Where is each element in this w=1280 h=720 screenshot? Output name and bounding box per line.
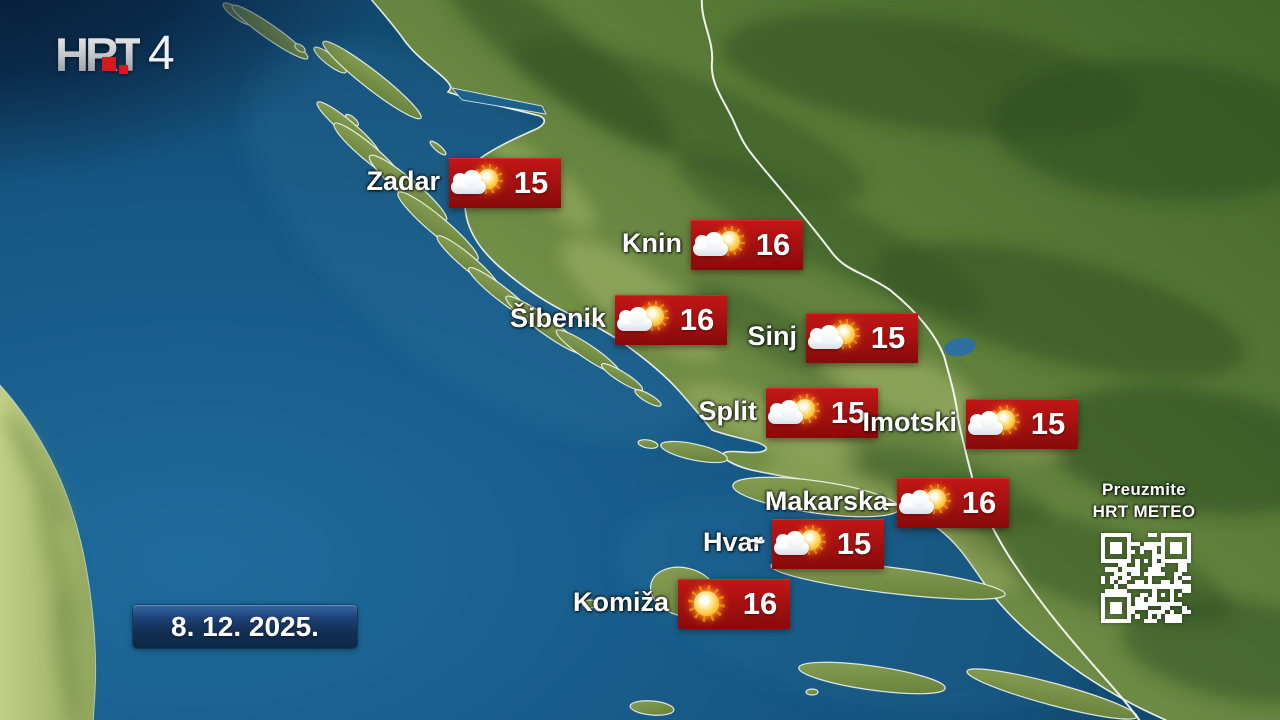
promo-text: Preuzmite HRT METEO [1078, 479, 1210, 523]
partly-cloudy-icon [691, 222, 747, 268]
city-label: Šibenik [509, 303, 606, 333]
city-label: Split [698, 396, 758, 426]
hrt-logo-text: HRT [55, 28, 144, 81]
city-label: Imotski [862, 407, 957, 437]
partly-cloudy-icon [772, 521, 828, 567]
temperature-value: 15 [870, 320, 906, 355]
promo-line-1: Preuzmite [1102, 480, 1186, 499]
temperature-badge: 15 [766, 388, 878, 438]
city-label: Hvar [702, 527, 763, 557]
border-line [700, 0, 1141, 720]
leader-line [884, 503, 897, 506]
qr-code-icon [1101, 533, 1191, 623]
partly-cloudy-icon [897, 480, 953, 526]
temperature-badge: 16 [897, 478, 1009, 528]
temperature-badge: 16 [678, 579, 790, 629]
promo-line-2: HRT METEO [1092, 502, 1196, 521]
city-label: Knin [622, 228, 682, 258]
temperature-value: 16 [755, 227, 791, 262]
temperature-value: 15 [830, 395, 866, 430]
partly-cloudy-icon [966, 401, 1022, 447]
temperature-badge: 16 [615, 295, 727, 345]
temperature-value: 15 [513, 165, 549, 200]
temperature-value: 16 [742, 586, 778, 621]
temperature-badge: 15 [966, 399, 1078, 449]
partly-cloudy-icon [766, 390, 822, 436]
temperature-value: 16 [961, 485, 997, 520]
date-badge: 8. 12. 2025. [133, 605, 357, 648]
temperature-badge: 15 [772, 519, 884, 569]
leader-squiggle: ~ [748, 525, 766, 558]
partly-cloudy-icon [806, 315, 862, 361]
temperature-badge: 15 [449, 158, 561, 208]
italy-coast [0, 384, 97, 720]
temperature-value: 16 [679, 302, 715, 337]
temperature-value: 15 [836, 526, 872, 561]
hrt-logo: HRT [55, 31, 144, 81]
hrt-logo-red-square-small [119, 65, 128, 74]
temperature-value: 15 [1030, 406, 1066, 441]
partly-cloudy-icon [615, 297, 671, 343]
temperature-badge: 16 [691, 220, 803, 270]
hrt-logo-red-square [102, 57, 116, 71]
city-label: Makarska [764, 486, 888, 516]
city-label: Sinj [747, 321, 797, 351]
partly-cloudy-icon [449, 160, 505, 206]
temperature-badge: 15 [806, 313, 918, 363]
city-label: Komiža [572, 587, 669, 617]
channel-number: 4 [148, 27, 175, 80]
busko-lake [944, 337, 976, 357]
city-label: Zadar [366, 166, 440, 196]
sunny-icon [678, 581, 734, 627]
date-text: 8. 12. 2025. [171, 610, 319, 642]
